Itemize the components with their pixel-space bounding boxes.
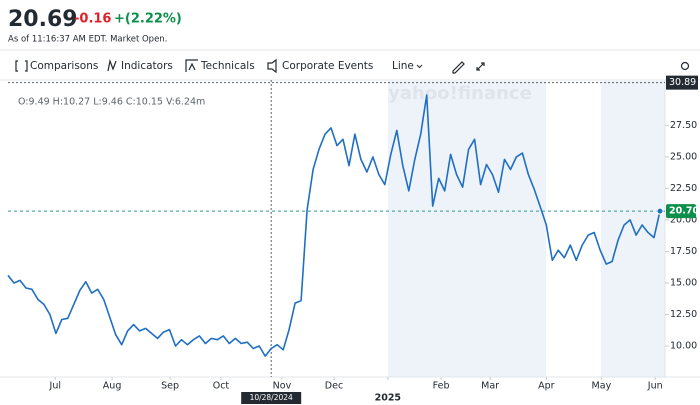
- y-tick-label: 17.50: [670, 246, 697, 257]
- ohlc-readout: O:9.49 H:10.27 L:9.46 C:10.15 V:6.24m: [18, 97, 205, 108]
- x-tick-label: Feb: [433, 381, 450, 392]
- x-tick-label: Oct: [213, 381, 230, 392]
- crosshair-x-label: 10/28/2024: [250, 393, 293, 402]
- toolbar-button[interactable]: Corporate Events: [282, 60, 373, 72]
- x-tick-label: May: [592, 381, 612, 392]
- last-point: [656, 207, 664, 215]
- x-tick-label: Nov: [273, 381, 292, 392]
- toolbar-button[interactable]: Technicals: [200, 60, 255, 72]
- x-tick-label: 2025: [375, 393, 401, 404]
- y-tick-label: 12.50: [670, 309, 697, 320]
- price: 20.69: [8, 7, 78, 32]
- timestamp: As of 11:16:37 AM EDT. Market Open.: [8, 35, 167, 45]
- crosshair-y-badge: [666, 75, 698, 90]
- y-tick-label: 10.00: [670, 341, 697, 352]
- y-tick-label: 15.00: [670, 277, 697, 288]
- x-tick-label: Sep: [161, 381, 179, 392]
- x-tick-label: Jun: [647, 381, 663, 392]
- toolbar-button[interactable]: Indicators: [121, 60, 173, 72]
- toolbar-button[interactable]: Comparisons: [30, 60, 98, 72]
- y-tick-label: 20.00: [670, 214, 697, 225]
- price-line: [7, 94, 661, 357]
- change: -0.16: [74, 12, 111, 27]
- crosshair-x-badge: [241, 392, 302, 404]
- y-tick-label: 27.50: [670, 120, 697, 131]
- x-tick-label: Mar: [481, 381, 499, 392]
- last-price-badge: [666, 204, 696, 219]
- x-tick-label: Jul: [49, 381, 61, 392]
- watermark: yahoo!finance: [388, 83, 532, 104]
- y-tick-label: 25.00: [670, 151, 697, 162]
- y-tick-label: 22.50: [670, 183, 697, 194]
- shaded-session: [388, 81, 546, 377]
- change-percent: +(2.22%): [114, 12, 182, 27]
- crosshair-y-label: 30.89: [669, 77, 696, 88]
- x-tick-label: Dec: [325, 381, 343, 392]
- toolbar-icons: [15, 58, 690, 74]
- chart-type-select[interactable]: Line: [392, 60, 414, 72]
- dropdown-caret: [416, 64, 423, 69]
- last-price-label: 20.70: [669, 206, 699, 217]
- x-tick-label: Apr: [538, 381, 555, 392]
- x-tick-label: Aug: [103, 381, 122, 392]
